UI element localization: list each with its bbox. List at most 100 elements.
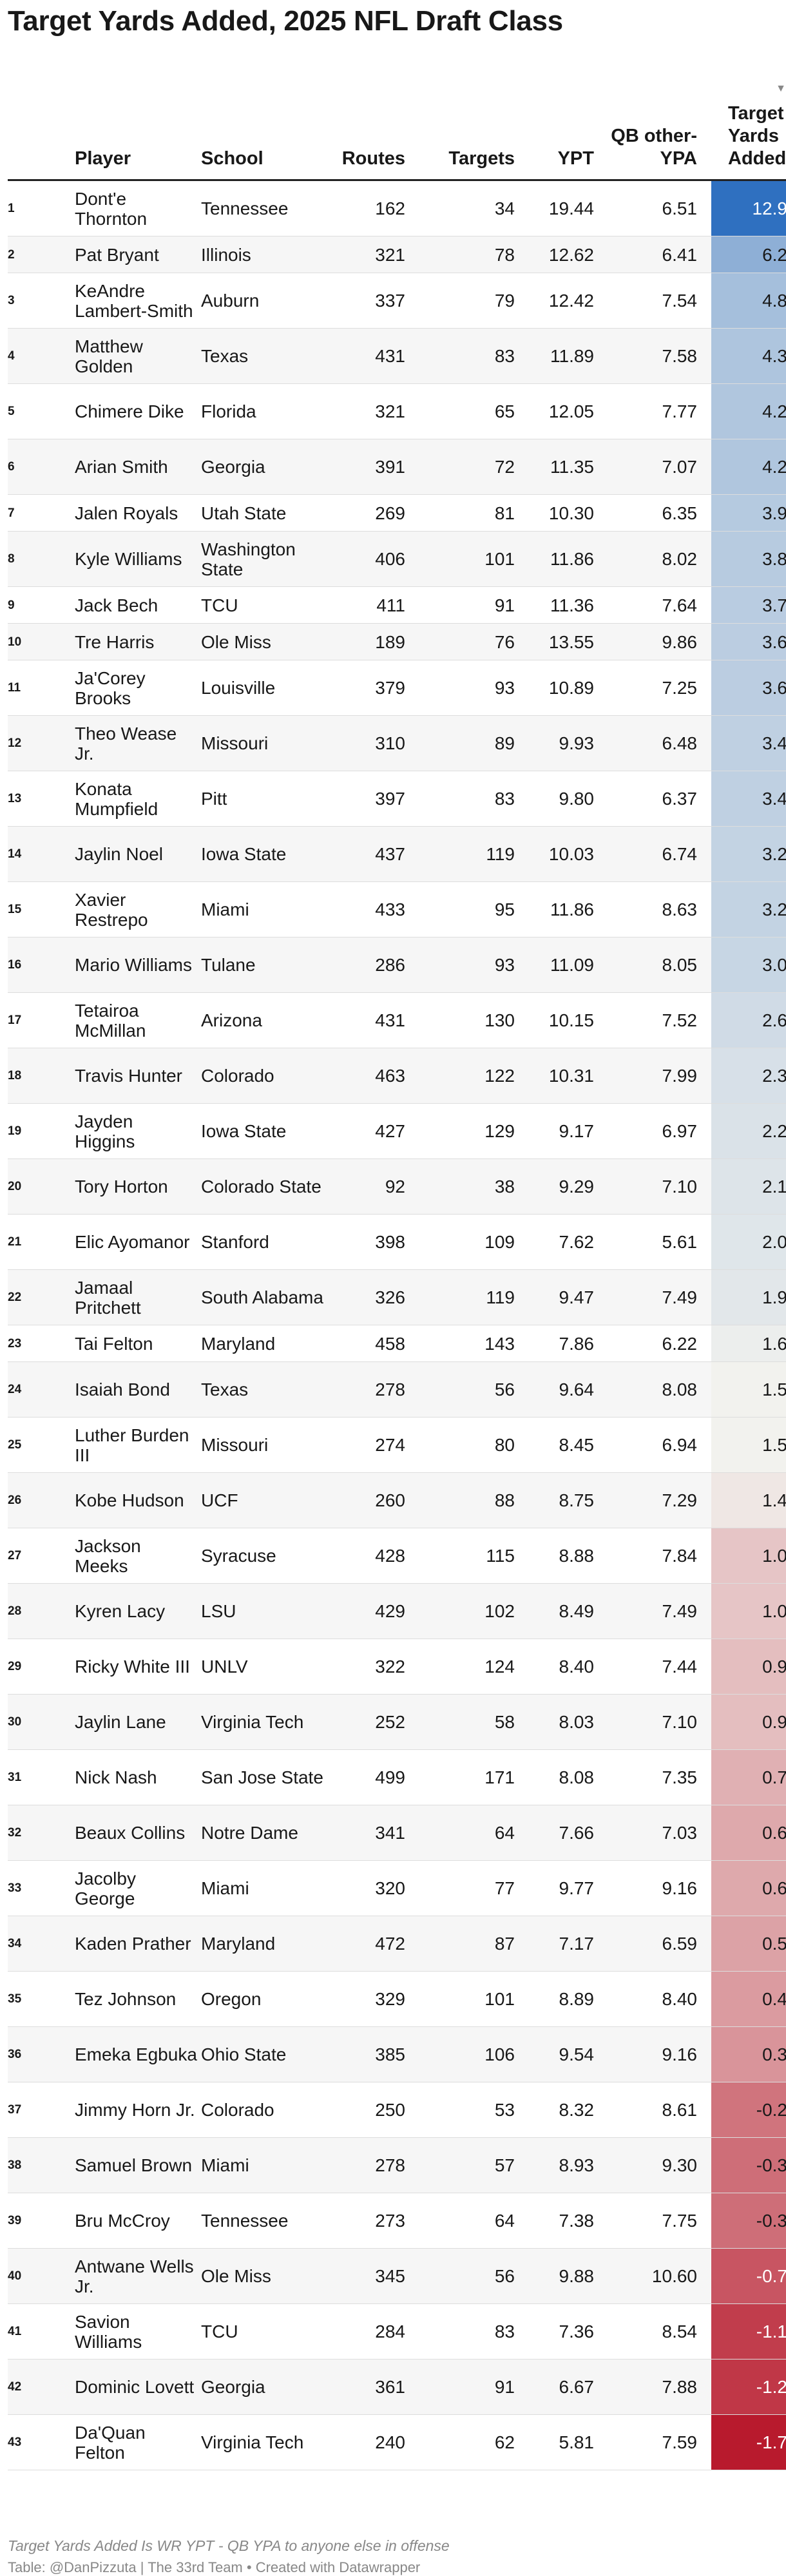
header-target-yards-added[interactable]: Target Yards Added	[728, 103, 786, 169]
table-row[interactable]: 38 Samuel Brown Miami 278 57 8.93 9.30 -0.3	[8, 2138, 786, 2193]
cell-qbypa: 8.61	[600, 2082, 698, 2137]
table-row[interactable]: 37 Jimmy Horn Jr. Colorado 250 53 8.32 8.61 -0.…	[8, 2082, 786, 2138]
table-row[interactable]: 17 Tetairoa McMillan Arizona 431 130 10.15 7.5…	[8, 993, 786, 1048]
cell-routes-value: 322	[375, 1657, 405, 1677]
cell-tya: -0.3	[711, 2138, 786, 2193]
table-row[interactable]: 24 Isaiah Bond Texas 278 56 9.64 8.08 1.5	[8, 1362, 786, 1418]
cell-school: Virginia Tech	[201, 2415, 330, 2470]
table-row[interactable]: 9 Jack Bech TCU 411 91 11.36 7.64 3.7	[8, 587, 786, 624]
table-row[interactable]: 27 Jackson Meeks Syracuse 428 115 8.88 7.84 1.0	[8, 1528, 786, 1584]
header-ypt[interactable]: YPT	[557, 148, 594, 169]
table-row[interactable]: 42 Dominic Lovett Georgia 361 91 6.67 7.88 -1.2	[8, 2360, 786, 2415]
cell-qbypa: 6.48	[600, 716, 698, 771]
cell-ypt-value: 5.81	[559, 2432, 595, 2452]
cell-targets-value: 72	[494, 457, 515, 477]
table-row[interactable]: 23 Tai Felton Maryland 458 143 7.86 6.22 1.6	[8, 1325, 786, 1362]
header-targets[interactable]: Targets	[448, 148, 515, 169]
table-row[interactable]: 16 Mario Williams Tulane 286 93 11.09 8.05 3.0	[8, 937, 786, 993]
table-row[interactable]: 33 Jacolby George Miami 320 77 9.77 9.16 0.6	[8, 1861, 786, 1916]
cell-rank-value: 29	[8, 1660, 22, 1673]
cell-routes: 274	[336, 1418, 405, 1472]
header-routes[interactable]: Routes	[341, 148, 405, 169]
table-row[interactable]: 1 Dont'e Thornton Tennessee 162 34 19.44 6.51 1…	[8, 181, 786, 236]
cell-targets: 143	[407, 1325, 515, 1361]
sort-descending-arrow-icon[interactable]: ▼	[776, 83, 786, 94]
cell-targets: 171	[407, 1750, 515, 1805]
table-row[interactable]: 8 Kyle Williams Washington State 406 101 11.8…	[8, 532, 786, 587]
cell-ypt: 12.05	[517, 384, 594, 439]
table-row[interactable]: 25 Luther Burden III Missouri 274 80 8.45 6.94…	[8, 1418, 786, 1473]
table-row[interactable]: 35 Tez Johnson Oregon 329 101 8.89 8.40 0.4	[8, 1972, 786, 2027]
cell-qbypa-value: 8.02	[662, 549, 698, 569]
table-row[interactable]: 41 Savion Williams TCU 284 83 7.36 8.54 -1.1	[8, 2304, 786, 2360]
table-row[interactable]: 40 Antwane Wells Jr. Ole Miss 345 56 9.88 10.6…	[8, 2249, 786, 2304]
table-row[interactable]: 11 Ja'Corey Brooks Louisville 379 93 10.89 7.2…	[8, 660, 786, 716]
cell-rank-value: 33	[8, 1881, 22, 1895]
cell-targets: 93	[407, 660, 515, 715]
cell-rank-value: 12	[8, 736, 22, 750]
cell-routes: 397	[336, 771, 405, 826]
cell-targets: 95	[407, 882, 515, 937]
cell-player: Jaylin Lane	[75, 1695, 197, 1749]
table-row[interactable]: 7 Jalen Royals Utah State 269 81 10.30 6.35 3.9	[8, 495, 786, 532]
table-row[interactable]: 13 Konata Mumpfield Pitt 397 83 9.80 6.37 3.4	[8, 771, 786, 827]
cell-targets-value: 83	[494, 2321, 515, 2341]
cell-qbypa: 6.94	[600, 1418, 698, 1472]
cell-qbypa-value: 6.97	[662, 1121, 698, 1141]
table-row[interactable]: 34 Kaden Prather Maryland 472 87 7.17 6.59 0.5	[8, 1916, 786, 1972]
header-qb-other-ypa[interactable]: QB other-YPA	[611, 126, 697, 169]
cell-routes-value: 310	[375, 733, 405, 753]
header-school[interactable]: School	[201, 148, 264, 169]
table-row[interactable]: 26 Kobe Hudson UCF 260 88 8.75 7.29 1.4	[8, 1473, 786, 1528]
table-row[interactable]: 36 Emeka Egbuka Ohio State 385 106 9.54 9.16 0.…	[8, 2027, 786, 2082]
cell-rank: 7	[8, 495, 53, 531]
cell-ypt-value: 8.40	[559, 1657, 595, 1677]
table-row[interactable]: 32 Beaux Collins Notre Dame 341 64 7.66 7.03 0.…	[8, 1805, 786, 1861]
table-row[interactable]: 29 Ricky White III UNLV 322 124 8.40 7.44 0.9	[8, 1639, 786, 1695]
table-row[interactable]: 31 Nick Nash San Jose State 499 171 8.08 7.35 0…	[8, 1750, 786, 1805]
cell-player-value: Theo Wease Jr.	[75, 723, 177, 764]
cell-qbypa: 7.29	[600, 1473, 698, 1528]
cell-rank: 21	[8, 1215, 53, 1269]
cell-tya-value: 1.6	[762, 1333, 786, 1354]
cell-targets: 81	[407, 495, 515, 531]
cell-player: Pat Bryant	[75, 236, 197, 273]
table-row[interactable]: 30 Jaylin Lane Virginia Tech 252 58 8.03 7.10 0…	[8, 1695, 786, 1750]
table-row[interactable]: 18 Travis Hunter Colorado 463 122 10.31 7.99 2.…	[8, 1048, 786, 1104]
cell-ypt: 11.86	[517, 532, 594, 586]
cell-qbypa-value: 8.63	[662, 899, 698, 919]
table-row[interactable]: 12 Theo Wease Jr. Missouri 310 89 9.93 6.48 3.4	[8, 716, 786, 771]
cell-player-value: Arian Smith	[75, 457, 168, 477]
table-row[interactable]: 22 Jamaal Pritchett South Alabama 326 119 9.4…	[8, 1270, 786, 1325]
header-player[interactable]: Player	[75, 148, 131, 169]
cell-routes-value: 189	[375, 631, 405, 652]
cell-routes: 472	[336, 1916, 405, 1971]
cell-school-value: Ole Miss	[201, 631, 271, 652]
table-row[interactable]: 15 Xavier Restrepo Miami 433 95 11.86 8.63 3.2	[8, 882, 786, 937]
cell-ypt-value: 9.17	[559, 1121, 595, 1141]
table-row[interactable]: 14 Jaylin Noel Iowa State 437 119 10.03 6.74 3.…	[8, 827, 786, 882]
table-row[interactable]: 20 Tory Horton Colorado State 92 38 9.29 7.10 2…	[8, 1159, 786, 1215]
table-row[interactable]: 2 Pat Bryant Illinois 321 78 12.62 6.41 6.2	[8, 236, 786, 273]
table-row[interactable]: 5 Chimere Dike Florida 321 65 12.05 7.77 4.2	[8, 384, 786, 439]
table-row[interactable]: 4 Matthew Golden Texas 431 83 11.89 7.58 4.3	[8, 329, 786, 384]
cell-targets-value: 58	[494, 1712, 515, 1732]
table-row[interactable]: 3 KeAndre Lambert-Smith Auburn 337 79 12.42 7.…	[8, 273, 786, 329]
table-row[interactable]: 10 Tre Harris Ole Miss 189 76 13.55 9.86 3.6	[8, 624, 786, 660]
table-row[interactable]: 19 Jayden Higgins Iowa State 427 129 9.17 6.97…	[8, 1104, 786, 1159]
cell-ypt-value: 8.08	[559, 1767, 595, 1787]
table-row[interactable]: 28 Kyren Lacy LSU 429 102 8.49 7.49 1.0	[8, 1584, 786, 1639]
cell-routes: 411	[336, 587, 405, 623]
cell-rank: 2	[8, 236, 53, 273]
cell-targets-value: 129	[484, 1121, 515, 1141]
table-row[interactable]: 39 Bru McCroy Tennessee 273 64 7.38 7.75 -0.3	[8, 2193, 786, 2249]
table-row[interactable]: 21 Elic Ayomanor Stanford 398 109 7.62 5.61 2.0	[8, 1215, 786, 1270]
cell-targets: 115	[407, 1528, 515, 1583]
cell-ypt: 10.89	[517, 660, 594, 715]
cell-ypt-value: 11.35	[550, 457, 594, 477]
cell-ypt: 7.86	[517, 1325, 595, 1361]
cell-ypt-value: 9.29	[559, 1177, 595, 1197]
table-row[interactable]: 43 Da'Quan Felton Virginia Tech 240 62 5.81 7.…	[8, 2415, 786, 2470]
table-row[interactable]: 6 Arian Smith Georgia 391 72 11.35 7.07 4.2	[8, 439, 786, 495]
cell-qbypa: 7.99	[600, 1048, 698, 1103]
